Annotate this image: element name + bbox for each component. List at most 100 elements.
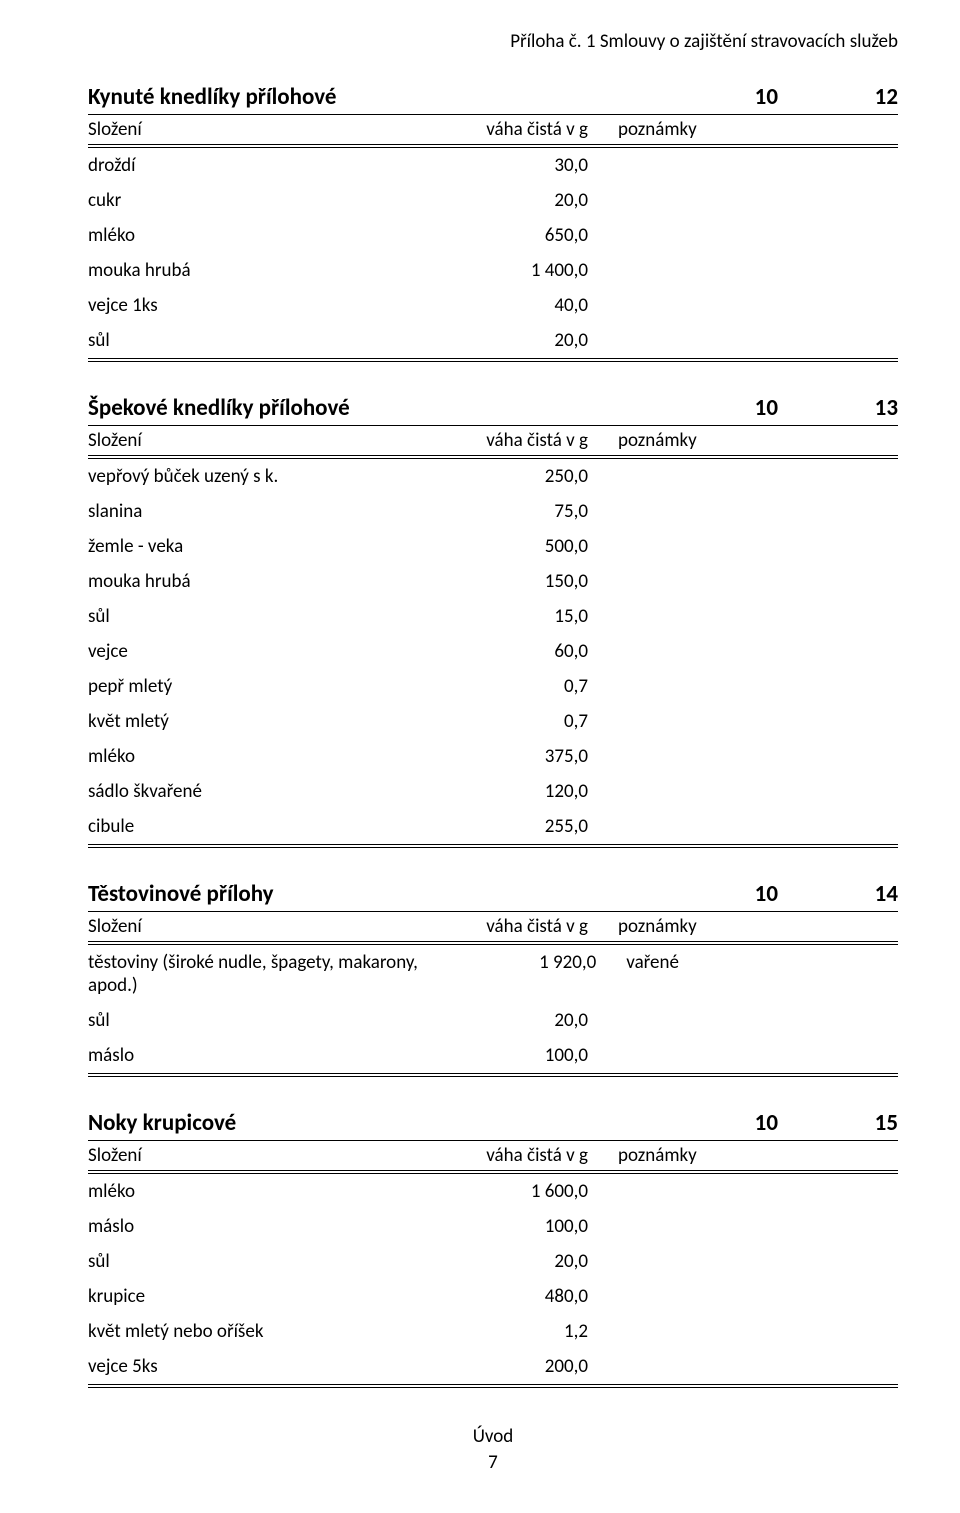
document-header: Příloha č. 1 Smlouvy o zajištění stravov…: [88, 30, 898, 53]
ingredient-row: slanina75,0: [88, 494, 898, 529]
ingredient-row: žemle - veka500,0: [88, 529, 898, 564]
ingredient-note: [618, 640, 898, 663]
ingredient-value: 75,0: [448, 500, 618, 523]
footer-label: Úvod: [88, 1424, 898, 1450]
ingredient-note: [618, 329, 898, 352]
subheader-weight: váha čistá v g: [448, 118, 618, 141]
ingredient-row: mléko650,0: [88, 218, 898, 253]
ingredient-value: 60,0: [448, 640, 618, 663]
ingredient-value: 120,0: [448, 780, 618, 803]
ingredient-note: [618, 1044, 898, 1067]
recipe-subheader: Složeníváha čistá v gpoznámky: [88, 426, 898, 459]
ingredient-row: cukr20,0: [88, 183, 898, 218]
ingredient-value: 480,0: [448, 1285, 618, 1308]
ingredient-row: mouka hrubá1 400,0: [88, 253, 898, 288]
subheader-weight: váha čistá v g: [448, 429, 618, 452]
recipe-title: Špekové knedlíky přílohové: [88, 394, 608, 422]
ingredient-row: sůl15,0: [88, 599, 898, 634]
ingredient-name: slanina: [88, 500, 448, 523]
ingredient-row: pepř mletý0,7: [88, 669, 898, 704]
ingredient-name: cukr: [88, 189, 448, 212]
ingredient-note: [618, 224, 898, 247]
ingredient-name: mléko: [88, 1180, 448, 1203]
ingredient-row: mouka hrubá150,0: [88, 564, 898, 599]
ingredient-name: vejce 1ks: [88, 294, 448, 317]
ingredient-name: sůl: [88, 329, 448, 352]
recipe-portions: 10: [608, 394, 838, 422]
recipe-section: Špekové knedlíky přílohové1013Složeníváh…: [88, 392, 898, 848]
ingredient-row: mléko1 600,0: [88, 1174, 898, 1209]
page-footer: Úvod 7: [88, 1424, 898, 1475]
recipe-rows: těstoviny (široké nudle, špagety, makaro…: [88, 945, 898, 1077]
ingredient-note: [618, 1215, 898, 1238]
ingredient-name: květ mletý nebo oříšek: [88, 1320, 448, 1343]
recipe-number: 14: [838, 880, 898, 908]
ingredient-name: sůl: [88, 605, 448, 628]
ingredient-note: [618, 1180, 898, 1203]
ingredient-note: [618, 1355, 898, 1378]
ingredient-name: droždí: [88, 154, 448, 177]
ingredient-value: 650,0: [448, 224, 618, 247]
recipe-section: Noky krupicové1015 Složeníváha čistá v gp…: [88, 1107, 898, 1388]
recipe-subheader: Složeníváha čistá v gpoznámky: [88, 1141, 898, 1174]
ingredient-name: vejce 5ks: [88, 1355, 448, 1378]
recipe-rows: droždí30,0cukr20,0mléko650,0mouka hrubá1…: [88, 148, 898, 362]
recipe-section: Kynuté knedlíky přílohové1012 Složeníváha…: [88, 81, 898, 362]
ingredient-value: 200,0: [448, 1355, 618, 1378]
ingredient-note: [618, 465, 898, 488]
ingredient-row: květ mletý0,7: [88, 704, 898, 739]
recipe-section: Těstovinové přílohy1014Složeníváha čistá…: [88, 878, 898, 1077]
ingredient-note: [618, 780, 898, 803]
ingredient-value: 500,0: [448, 535, 618, 558]
ingredient-note: [618, 815, 898, 838]
ingredient-value: 0,7: [448, 710, 618, 733]
recipe-title: Noky krupicové: [88, 1109, 608, 1137]
ingredient-name: žemle - veka: [88, 535, 448, 558]
subheader-notes: poznámky: [618, 429, 898, 452]
ingredient-note: [618, 675, 898, 698]
ingredient-row: sádlo škvařené120,0: [88, 774, 898, 809]
subheader-composition: Složení: [88, 429, 448, 452]
ingredient-row: cibule255,0: [88, 809, 898, 844]
recipe-title-row: Těstovinové přílohy1014: [88, 878, 898, 912]
subheader-composition: Složení: [88, 915, 448, 938]
ingredient-name: mléko: [88, 745, 448, 768]
ingredient-note: [618, 189, 898, 212]
page: Příloha č. 1 Smlouvy o zajištění stravov…: [0, 0, 960, 1505]
recipe-title-row: Kynuté knedlíky přílohové1012: [88, 81, 898, 115]
ingredient-row: droždí30,0: [88, 148, 898, 183]
ingredient-value: 20,0: [448, 329, 618, 352]
subheader-composition: Složení: [88, 118, 448, 141]
ingredient-value: 150,0: [448, 570, 618, 593]
ingredient-note: [618, 294, 898, 317]
recipe-number: 15: [838, 1109, 898, 1137]
ingredient-row: vepřový bůček uzený s k.250,0: [88, 459, 898, 494]
ingredient-row: máslo100,0: [88, 1038, 898, 1073]
ingredient-note: vařené: [626, 951, 898, 997]
subheader-notes: poznámky: [618, 1144, 898, 1167]
ingredient-value: 20,0: [448, 1009, 618, 1032]
ingredient-value: 1,2: [448, 1320, 618, 1343]
ingredient-note: [618, 500, 898, 523]
ingredient-name: mouka hrubá: [88, 259, 448, 282]
ingredient-name: sádlo škvařené: [88, 780, 448, 803]
ingredient-value: 40,0: [448, 294, 618, 317]
ingredient-row: sůl20,0: [88, 1003, 898, 1038]
ingredient-name: cibule: [88, 815, 448, 838]
ingredient-name: mouka hrubá: [88, 570, 448, 593]
ingredient-row: sůl20,0: [88, 323, 898, 358]
ingredient-note: [618, 1320, 898, 1343]
subheader-composition: Složení: [88, 1144, 448, 1167]
subheader-notes: poznámky: [618, 118, 898, 141]
ingredient-name: mléko: [88, 224, 448, 247]
ingredient-row: sůl20,0: [88, 1244, 898, 1279]
recipe-rows: mléko1 600,0máslo100,0sůl20,0krupice480,…: [88, 1174, 898, 1388]
footer-page-number: 7: [88, 1450, 898, 1476]
ingredient-value: 0,7: [448, 675, 618, 698]
recipe-rows: vepřový bůček uzený s k.250,0slanina75,0…: [88, 459, 898, 848]
ingredient-name: pepř mletý: [88, 675, 448, 698]
recipe-portions: 10: [608, 880, 838, 908]
ingredient-row: vejce 5ks200,0: [88, 1349, 898, 1384]
ingredient-row: krupice480,0: [88, 1279, 898, 1314]
recipe-portions: 10: [608, 1109, 838, 1137]
